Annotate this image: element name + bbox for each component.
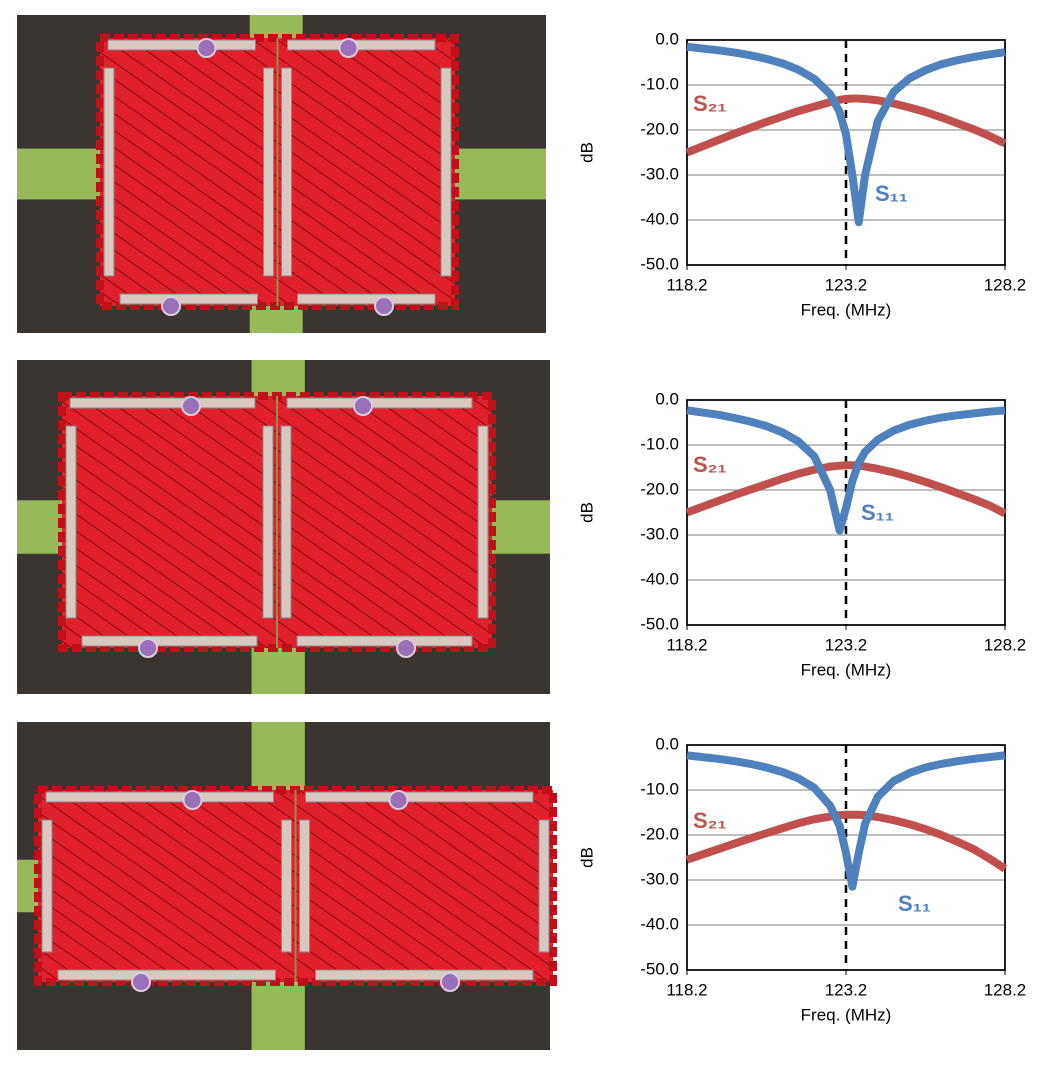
x-tick-label: 128.2 xyxy=(984,635,1027,654)
x-tick-label: 123.2 xyxy=(825,635,868,654)
capacitor-strip xyxy=(286,397,473,409)
series-line xyxy=(686,406,1006,535)
connector xyxy=(374,296,394,316)
series-line xyxy=(686,751,1006,891)
capacitor-strip xyxy=(81,635,258,647)
y-tick-label: -10.0 xyxy=(640,779,679,798)
connector xyxy=(131,972,151,992)
capacitor-strip xyxy=(281,819,292,953)
series-label: S₁₁ xyxy=(875,181,908,206)
y-tick-label: -20.0 xyxy=(640,824,679,843)
x-axis-label: Freq. (MHz) xyxy=(801,660,892,679)
series-line xyxy=(685,94,1007,157)
x-axis-label: Freq. (MHz) xyxy=(801,1005,892,1024)
capacitor-strip xyxy=(103,67,115,277)
y-tick-label: -10.0 xyxy=(640,434,679,453)
x-tick-label: 118.2 xyxy=(666,980,707,999)
capacitor-strip xyxy=(119,293,258,305)
y-tick-label: -40.0 xyxy=(640,209,679,228)
x-tick-label: 123.2 xyxy=(825,980,868,999)
x-tick-label: 118.2 xyxy=(666,275,707,294)
connector xyxy=(196,38,217,58)
connector xyxy=(388,790,409,810)
capacitor-strip xyxy=(538,819,550,953)
connector xyxy=(396,638,416,658)
y-tick-label: -40.0 xyxy=(640,914,679,933)
capacitor-strip xyxy=(41,819,53,953)
series-line xyxy=(685,810,1008,873)
capacitor-strip xyxy=(440,67,452,277)
connector xyxy=(138,638,158,658)
series-label: S₂₁ xyxy=(693,91,727,116)
y-axis-label: dB xyxy=(577,847,596,868)
x-tick-label: 128.2 xyxy=(984,980,1027,999)
capacitor-strip xyxy=(287,39,436,51)
y-tick-label: -10.0 xyxy=(640,74,679,93)
connector xyxy=(338,38,359,58)
y-tick-label: 0.0 xyxy=(655,734,679,753)
y-tick-label: -50.0 xyxy=(640,614,679,633)
capacitor-strip xyxy=(296,635,473,647)
capacitor-strip xyxy=(107,39,256,51)
connector xyxy=(440,972,460,992)
series-line xyxy=(686,42,1006,227)
capacitor-strip xyxy=(65,425,77,619)
capacitor-strip xyxy=(57,969,276,981)
x-axis-label: Freq. (MHz) xyxy=(801,300,892,319)
capacitor-strip xyxy=(297,293,436,305)
y-tick-label: -40.0 xyxy=(640,569,679,588)
y-tick-label: -50.0 xyxy=(640,254,679,273)
y-axis-label: dB xyxy=(577,502,596,523)
series-label: S₁₁ xyxy=(861,500,894,525)
x-tick-label: 118.2 xyxy=(666,635,707,654)
y-tick-label: -20.0 xyxy=(640,119,679,138)
connector xyxy=(353,396,373,416)
capacitor-strip xyxy=(299,819,310,953)
y-tick-label: 0.0 xyxy=(655,389,679,408)
capacitor-strip xyxy=(281,67,292,277)
capacitor-strip xyxy=(45,791,274,803)
y-tick-label: -30.0 xyxy=(640,869,679,888)
series-label: S₂₁ xyxy=(693,808,727,833)
capacitor-strip xyxy=(280,425,292,619)
capacitor-strip xyxy=(69,397,256,409)
connector xyxy=(182,790,203,810)
capacitor-strip xyxy=(305,791,534,803)
connector xyxy=(161,296,181,316)
capacitor-strip xyxy=(315,969,534,981)
series-label: S₂₁ xyxy=(693,452,727,477)
capacitor-strip xyxy=(477,425,489,619)
y-tick-label: 0.0 xyxy=(655,29,679,48)
y-tick-label: -50.0 xyxy=(640,959,679,978)
series-label: S₁₁ xyxy=(898,891,931,916)
capacitor-strip xyxy=(262,425,274,619)
series-line xyxy=(685,461,1007,517)
connector xyxy=(181,396,201,416)
y-tick-label: -30.0 xyxy=(640,524,679,543)
y-tick-label: -20.0 xyxy=(640,479,679,498)
y-axis-label: dB xyxy=(577,142,596,163)
x-tick-label: 123.2 xyxy=(825,275,868,294)
x-tick-label: 128.2 xyxy=(984,275,1027,294)
y-tick-label: -30.0 xyxy=(640,164,679,183)
capacitor-strip xyxy=(263,67,274,277)
